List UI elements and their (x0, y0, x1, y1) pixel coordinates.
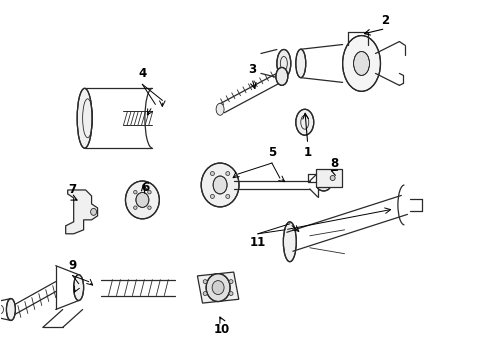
Text: 6: 6 (141, 181, 149, 194)
Ellipse shape (206, 274, 230, 302)
Text: 10: 10 (214, 323, 230, 337)
Ellipse shape (226, 194, 230, 198)
Ellipse shape (229, 292, 233, 296)
Ellipse shape (229, 280, 233, 284)
Text: 3: 3 (248, 63, 256, 76)
Text: 2: 2 (381, 14, 390, 27)
Ellipse shape (296, 109, 314, 135)
Ellipse shape (296, 49, 306, 78)
Ellipse shape (74, 275, 84, 301)
Ellipse shape (77, 88, 92, 148)
Ellipse shape (276, 67, 288, 85)
Text: 7: 7 (69, 183, 77, 196)
Ellipse shape (136, 193, 149, 207)
Ellipse shape (216, 103, 224, 115)
Polygon shape (197, 272, 239, 303)
Text: 1: 1 (304, 146, 312, 159)
Text: 5: 5 (268, 146, 276, 159)
Ellipse shape (125, 181, 159, 219)
Ellipse shape (283, 222, 296, 262)
Ellipse shape (147, 190, 151, 194)
Ellipse shape (317, 179, 331, 191)
Ellipse shape (203, 292, 207, 296)
Ellipse shape (6, 298, 15, 320)
Ellipse shape (210, 194, 215, 198)
Ellipse shape (212, 280, 224, 294)
Text: 11: 11 (250, 236, 266, 249)
Ellipse shape (210, 172, 215, 176)
Ellipse shape (330, 176, 335, 180)
Text: 4: 4 (138, 67, 147, 80)
Ellipse shape (134, 206, 137, 210)
Text: 8: 8 (331, 157, 339, 170)
Ellipse shape (343, 36, 380, 91)
Ellipse shape (226, 172, 230, 176)
Text: 9: 9 (69, 258, 77, 272)
Ellipse shape (354, 51, 369, 75)
Ellipse shape (134, 190, 137, 194)
Ellipse shape (147, 206, 151, 210)
Ellipse shape (213, 176, 227, 194)
Ellipse shape (201, 163, 239, 207)
Polygon shape (66, 190, 98, 234)
Bar (316, 169, 342, 187)
Ellipse shape (91, 208, 97, 215)
Ellipse shape (277, 50, 291, 77)
Ellipse shape (203, 280, 207, 284)
